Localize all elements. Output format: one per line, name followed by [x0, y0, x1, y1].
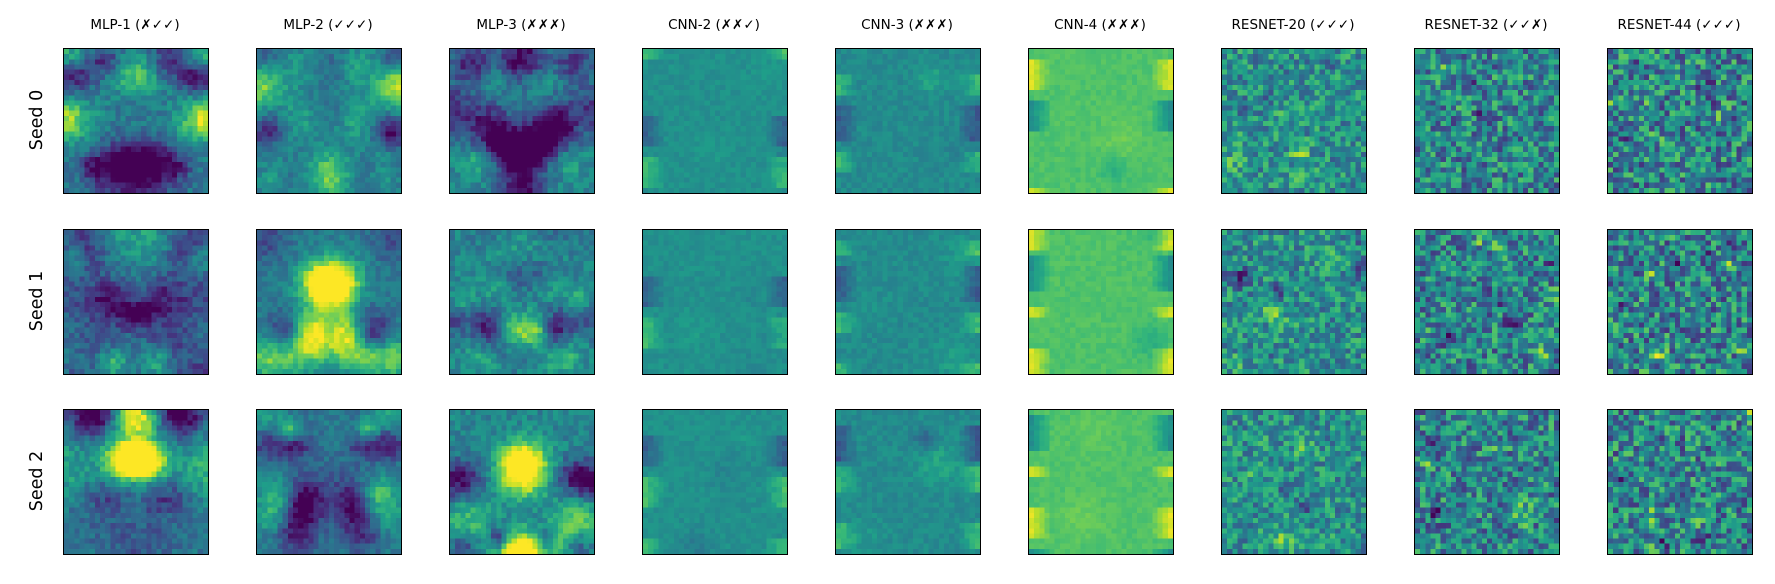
saliency-map-panel [449, 48, 595, 194]
saliency-map-panel [1028, 409, 1174, 555]
saliency-map-image [1608, 230, 1752, 374]
saliency-map-panel [256, 409, 402, 555]
saliency-map-panel [642, 229, 788, 375]
saliency-map-panel [642, 48, 788, 194]
saliency-map-panel [1028, 48, 1174, 194]
saliency-map-panel [63, 48, 209, 194]
column-title: CNN-3 (✗✗✗) [861, 17, 953, 33]
saliency-map-image [64, 410, 208, 554]
saliency-map-image [836, 49, 980, 193]
saliency-map-panel [1607, 409, 1753, 555]
saliency-map-panel [256, 229, 402, 375]
saliency-map-image [1415, 410, 1559, 554]
saliency-map-image [450, 49, 594, 193]
saliency-map-panel [1221, 229, 1367, 375]
saliency-map-panel [1607, 229, 1753, 375]
saliency-map-image [450, 230, 594, 374]
column-title: RESNET-44 (✓✓✓) [1617, 17, 1741, 33]
row-label: Seed 0 [27, 89, 47, 151]
saliency-map-panel [63, 229, 209, 375]
saliency-map-image [257, 410, 401, 554]
column-title: MLP-3 (✗✗✗) [476, 17, 566, 33]
column-title: RESNET-20 (✓✓✓) [1231, 17, 1355, 33]
column-title: CNN-2 (✗✗✓) [668, 17, 760, 33]
saliency-map-image [257, 230, 401, 374]
saliency-map-image [836, 230, 980, 374]
saliency-map-panel [1028, 229, 1174, 375]
saliency-map-image [643, 410, 787, 554]
saliency-map-image [257, 49, 401, 193]
column-title: RESNET-32 (✓✓✗) [1424, 17, 1548, 33]
saliency-map-image [1608, 49, 1752, 193]
saliency-map-panel [1414, 409, 1560, 555]
saliency-map-image [836, 410, 980, 554]
row-label: Seed 2 [27, 450, 47, 512]
saliency-map-panel [835, 48, 981, 194]
saliency-map-panel [1221, 48, 1367, 194]
saliency-map-image [1029, 410, 1173, 554]
saliency-map-panel [449, 409, 595, 555]
row-label: Seed 1 [27, 270, 47, 332]
saliency-map-image [1029, 230, 1173, 374]
saliency-map-image [450, 410, 594, 554]
column-title: MLP-2 (✓✓✓) [283, 17, 373, 33]
saliency-map-panel [63, 409, 209, 555]
saliency-map-image [1222, 230, 1366, 374]
saliency-map-image [1222, 49, 1366, 193]
saliency-map-image [643, 230, 787, 374]
column-title: CNN-4 (✗✗✗) [1054, 17, 1146, 33]
saliency-map-image [1608, 410, 1752, 554]
saliency-map-image [1029, 49, 1173, 193]
saliency-map-panel [256, 48, 402, 194]
saliency-map-panel [1607, 48, 1753, 194]
saliency-map-image [64, 230, 208, 374]
column-title: MLP-1 (✗✓✓) [90, 17, 180, 33]
saliency-map-image [64, 49, 208, 193]
saliency-map-image [643, 49, 787, 193]
saliency-map-panel [449, 229, 595, 375]
saliency-map-panel [835, 409, 981, 555]
saliency-map-panel [835, 229, 981, 375]
saliency-map-panel [1414, 229, 1560, 375]
saliency-map-panel [1221, 409, 1367, 555]
saliency-map-panel [1414, 48, 1560, 194]
saliency-map-image [1222, 410, 1366, 554]
saliency-map-image [1415, 49, 1559, 193]
saliency-map-image [1415, 230, 1559, 374]
saliency-map-panel [642, 409, 788, 555]
